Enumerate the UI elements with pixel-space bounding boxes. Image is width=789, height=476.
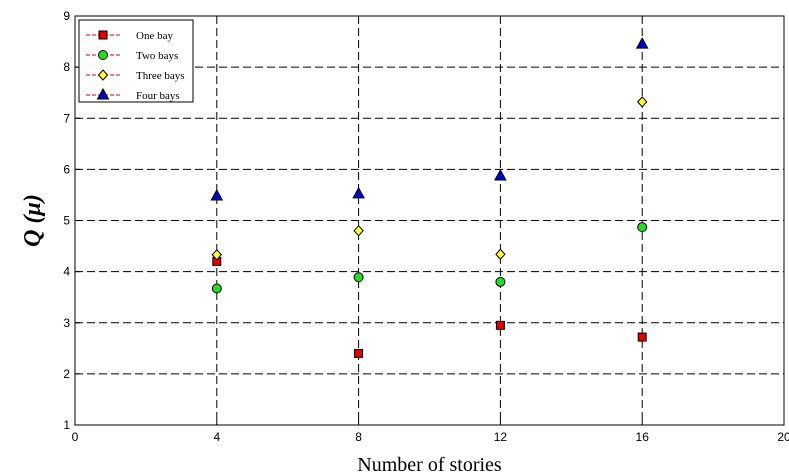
data-point-four-bays — [635, 37, 649, 49]
data-point-three-bays — [637, 96, 648, 108]
legend-label: One bay — [136, 30, 173, 42]
legend-entry-three-bays: Three bays — [86, 69, 185, 82]
legend-marker-one-bay — [98, 30, 108, 40]
y-tick-label: 9 — [63, 9, 70, 23]
y-tick-label: 6 — [63, 162, 70, 176]
legend-label: Three bays — [136, 70, 185, 82]
data-point-three-bays — [211, 249, 222, 261]
data-point-two-bays — [211, 283, 222, 294]
y-tick-label: 1 — [63, 418, 70, 432]
legend-entry-one-bay: One bay — [86, 30, 173, 42]
y-tick-label: 7 — [63, 111, 70, 125]
data-point-one-bay — [354, 348, 364, 358]
legend-entry-four-bays: Four bays — [86, 87, 180, 102]
x-tick-label: 12 — [494, 430, 508, 444]
legend-entry-two-bays: Two bays — [86, 50, 178, 62]
legend-box — [78, 19, 194, 103]
legend-marker-two-bays — [98, 50, 108, 60]
legend: One bay Two bays Three bays Four bays — [78, 19, 194, 103]
legend-marker-four-bays — [96, 87, 110, 100]
x-tick-label: 8 — [355, 430, 362, 444]
x-tick-label: 0 — [72, 430, 79, 444]
x-tick-label: 16 — [636, 430, 650, 444]
y-axis-label: Q (μ) — [20, 194, 46, 247]
data-point-three-bays — [353, 224, 364, 237]
data-point-four-bays — [210, 188, 224, 201]
y-tick-label: 3 — [63, 316, 70, 330]
data-point-two-bays — [637, 222, 648, 233]
data-point-four-bays — [494, 168, 507, 181]
data-markers — [210, 37, 649, 358]
x-tick-label: 20 — [777, 430, 789, 444]
y-tick-label: 2 — [63, 367, 70, 381]
x-axis-label: Number of stories — [357, 454, 502, 476]
legend-label: Two bays — [136, 50, 178, 62]
y-tick-label: 8 — [63, 60, 70, 74]
y-tick-label: 5 — [63, 214, 70, 228]
legend-label: Four bays — [136, 90, 180, 102]
x-tick-label: 4 — [213, 430, 220, 444]
legend-marker-three-bays — [97, 69, 109, 81]
data-point-four-bays — [352, 186, 365, 199]
data-point-two-bays — [353, 272, 364, 283]
data-point-one-bay — [495, 320, 505, 330]
data-point-one-bay — [637, 332, 647, 342]
y-tick-label: 4 — [63, 265, 70, 279]
data-point-two-bays — [495, 276, 506, 287]
data-point-three-bays — [495, 248, 506, 260]
